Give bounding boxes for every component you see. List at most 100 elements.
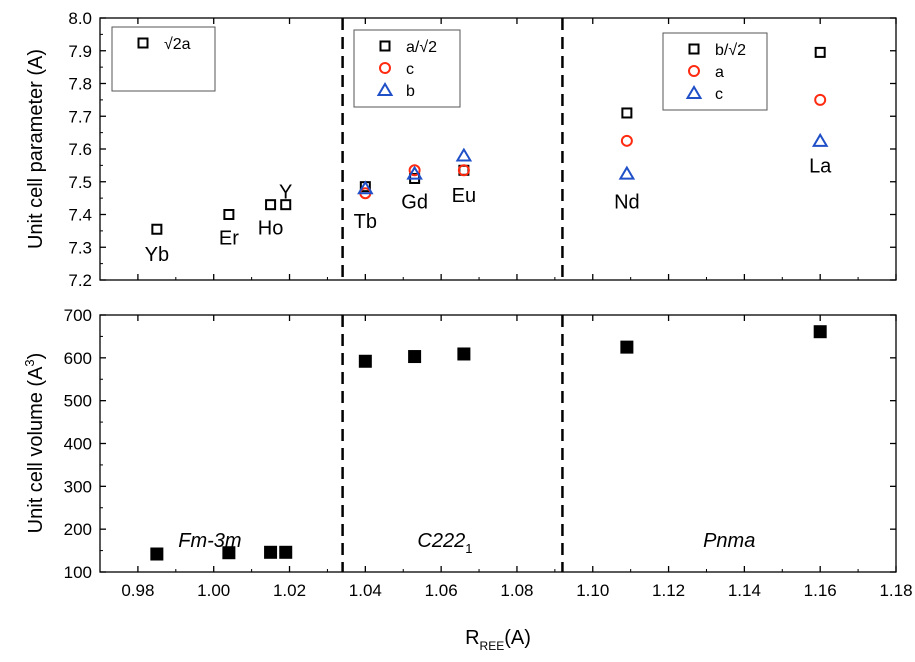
element-label: Eu xyxy=(452,185,476,207)
top-panel: Unit cell parameter (A) 7.27.37.47.57.67… xyxy=(25,9,897,290)
bottom-x-ticks: 0.98 1.00 1.02 1.04 1.06 1.08 1.10 1.12 1.14 1.16… xyxy=(121,315,913,600)
legend-marker xyxy=(688,65,700,77)
y-tick-label: 100 xyxy=(64,563,92,582)
y-tick-label: 400 xyxy=(64,435,92,454)
x-tick-label: 1.12 xyxy=(652,581,685,600)
x-tick-label: 1.18 xyxy=(879,581,912,600)
data-point xyxy=(814,93,827,106)
element-labels: Yb Er Ho Y Tb Gd Eu Nd La xyxy=(145,155,833,265)
y-tick-label: 300 xyxy=(64,477,92,496)
data-point xyxy=(406,165,423,180)
data-point xyxy=(408,350,422,364)
data-point xyxy=(265,199,277,211)
legend: a/√2 cb xyxy=(353,29,461,108)
data-point xyxy=(357,180,374,195)
data-point xyxy=(279,545,293,559)
x-tick-label: 1.16 xyxy=(804,581,837,600)
legend-marker xyxy=(137,37,149,49)
top-phase-dividers xyxy=(341,18,564,280)
bottom-y-ticks: 100 200 300 400 500 600 700 xyxy=(64,306,896,582)
data-point xyxy=(223,209,235,220)
data-point xyxy=(811,132,829,147)
data-point xyxy=(222,546,236,560)
legend-box xyxy=(111,26,216,92)
legend-marker xyxy=(379,62,391,74)
element-label: Yb xyxy=(145,244,169,266)
data-point xyxy=(457,347,471,361)
data-point xyxy=(618,165,636,180)
legend: √2a xyxy=(111,26,216,92)
data-point xyxy=(151,223,163,235)
y-tick-label: 200 xyxy=(64,520,92,539)
data-point xyxy=(408,164,421,177)
legend-label: b/√2 xyxy=(715,42,746,59)
phase-labels: Fm-3m C2221 Pnma xyxy=(178,530,755,556)
x-axis-title: RREE(A) xyxy=(465,627,531,653)
element-label: Gd xyxy=(401,191,428,213)
data-point xyxy=(620,134,633,147)
data-point xyxy=(621,107,633,119)
legend-marker xyxy=(688,43,700,55)
x-tick-label: 0.98 xyxy=(121,581,154,600)
x-tick-label: 1.06 xyxy=(425,581,458,600)
bottom-panel: Unit cell volume (A3) 100 200 300 400 500 600… xyxy=(22,306,913,653)
top-x-ticks xyxy=(137,18,897,280)
x-tick-label: 1.00 xyxy=(197,581,230,600)
data-point xyxy=(814,46,826,58)
legend-marker xyxy=(376,82,394,96)
y-tick-label: 500 xyxy=(64,392,92,411)
legend-label: √2a xyxy=(164,36,191,53)
legend: b/√2 ac xyxy=(662,32,768,111)
legend-label: c xyxy=(715,86,723,103)
legend-label: a/√2 xyxy=(406,39,437,56)
x-tick-label: 1.14 xyxy=(728,581,761,600)
data-point xyxy=(620,340,634,354)
data-point xyxy=(813,325,827,339)
data-point xyxy=(455,147,473,162)
legend-label: b xyxy=(406,83,415,100)
top-y-ticks: 7.2 7.3 7.4 7.5 7.6 7.7 7.8 7.9 8.0 xyxy=(68,9,896,290)
legend-label: c xyxy=(406,61,414,78)
y-tick-label: 7.6 xyxy=(68,140,92,159)
legend-box xyxy=(353,29,461,108)
y-tick-label: 8.0 xyxy=(68,9,92,28)
y-tick-label: 700 xyxy=(64,306,92,325)
element-label: Y xyxy=(279,182,292,204)
element-label: Tb xyxy=(354,211,377,233)
element-label: La xyxy=(809,155,832,177)
phase-label: Pnma xyxy=(703,530,755,552)
y-tick-label: 7.7 xyxy=(68,107,92,126)
data-point xyxy=(280,199,292,211)
y-tick-label: 7.4 xyxy=(68,206,92,225)
data-point xyxy=(457,164,470,177)
x-tick-label: 1.08 xyxy=(500,581,533,600)
element-label: Ho xyxy=(258,218,284,240)
legend-label: a xyxy=(715,64,724,81)
data-point xyxy=(264,545,278,559)
top-data-points xyxy=(151,46,829,235)
y-tick-label: 7.9 xyxy=(68,42,92,61)
bottom-data-points xyxy=(150,325,827,561)
y-tick-label: 7.2 xyxy=(68,271,92,290)
phase-label: Fm-3m xyxy=(178,530,241,552)
x-tick-label: 1.04 xyxy=(349,581,382,600)
x-tick-label: 1.02 xyxy=(273,581,306,600)
element-label: Er xyxy=(219,227,239,249)
y-tick-label: 7.8 xyxy=(68,75,92,94)
phase-label: C2221 xyxy=(417,530,472,556)
legend-box xyxy=(662,32,768,111)
bottom-y-axis-title: Unit cell volume (A3) xyxy=(22,353,47,534)
legend-marker xyxy=(379,40,391,52)
legend-marker xyxy=(685,85,703,99)
element-label: Nd xyxy=(614,191,640,213)
y-tick-label: 7.3 xyxy=(68,238,92,257)
data-point xyxy=(150,547,164,561)
data-point xyxy=(358,354,372,368)
top-y-axis-title: Unit cell parameter (A) xyxy=(25,49,47,249)
y-tick-label: 600 xyxy=(64,349,92,368)
x-tick-label: 1.10 xyxy=(576,581,609,600)
bottom-phase-dividers xyxy=(341,315,564,572)
y-tick-label: 7.5 xyxy=(68,173,92,192)
